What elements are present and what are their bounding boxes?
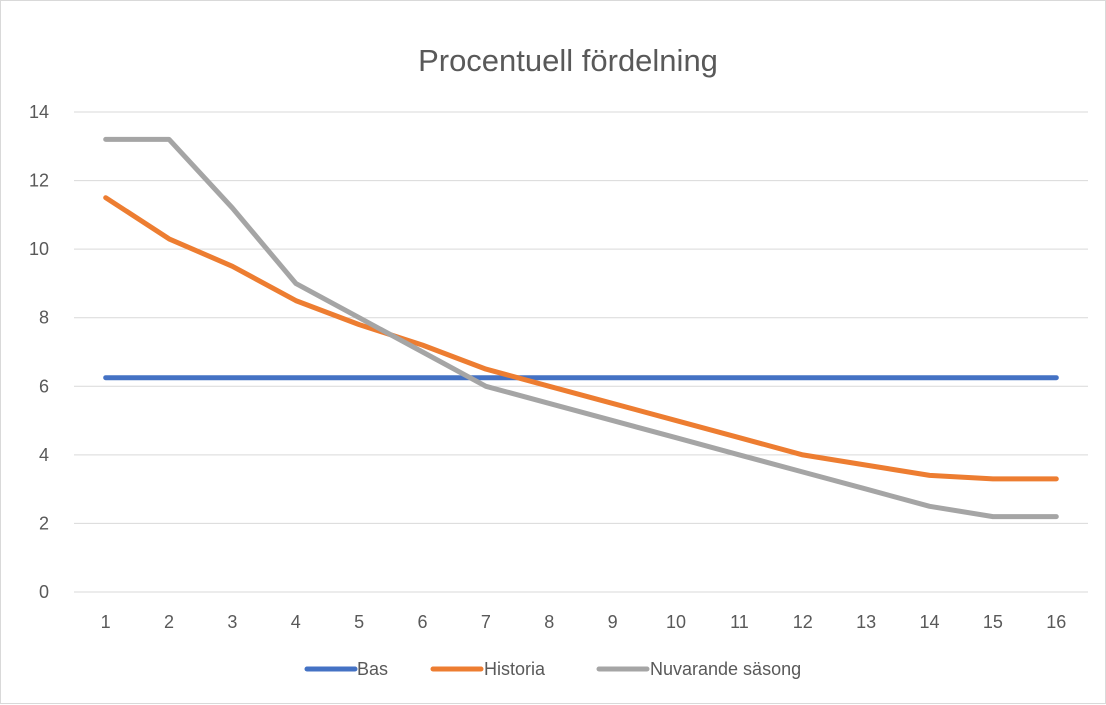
x-tick-label: 10 <box>666 612 686 632</box>
x-tick-label: 6 <box>418 612 428 632</box>
y-tick-label: 12 <box>29 171 49 191</box>
x-tick-label: 8 <box>544 612 554 632</box>
chart-title: Procentuell fördelning <box>418 43 718 78</box>
y-tick-label: 8 <box>39 308 49 328</box>
x-tick-label: 16 <box>1046 612 1066 632</box>
x-tick-label: 7 <box>481 612 491 632</box>
y-tick-label: 6 <box>39 376 49 396</box>
legend-label: Nuvarande säsong <box>650 659 801 679</box>
x-tick-label: 12 <box>793 612 813 632</box>
legend-label: Bas <box>357 659 388 679</box>
x-tick-label: 9 <box>608 612 618 632</box>
gridlines <box>74 111 1088 593</box>
y-tick-label: 4 <box>39 445 49 465</box>
x-tick-label: 1 <box>101 612 111 632</box>
legend: Bas Historia Nuvarande säsong <box>304 659 801 679</box>
x-tick-label: 5 <box>354 612 364 632</box>
x-tick-label: 2 <box>164 612 174 632</box>
x-tick-label: 13 <box>856 612 876 632</box>
series-lines <box>103 136 1059 520</box>
series-line-2 <box>103 195 1059 482</box>
x-tick-label: 4 <box>291 612 301 632</box>
y-tick-label: 0 <box>39 582 49 602</box>
y-tick-label: 10 <box>29 239 49 259</box>
x-axis-ticks: 1 2 3 4 5 6 7 8 9 10 11 12 13 14 15 16 <box>101 612 1067 632</box>
x-tick-label: 15 <box>983 612 1003 632</box>
y-tick-label: 14 <box>29 102 49 122</box>
y-axis-ticks: 0 2 4 6 8 10 12 14 <box>29 102 49 602</box>
y-tick-label: 2 <box>39 513 49 533</box>
x-tick-label: 14 <box>920 612 940 632</box>
series-line-3 <box>103 136 1059 520</box>
legend-label: Historia <box>484 659 546 679</box>
x-tick-label: 11 <box>730 612 749 632</box>
x-tick-label: 3 <box>227 612 237 632</box>
